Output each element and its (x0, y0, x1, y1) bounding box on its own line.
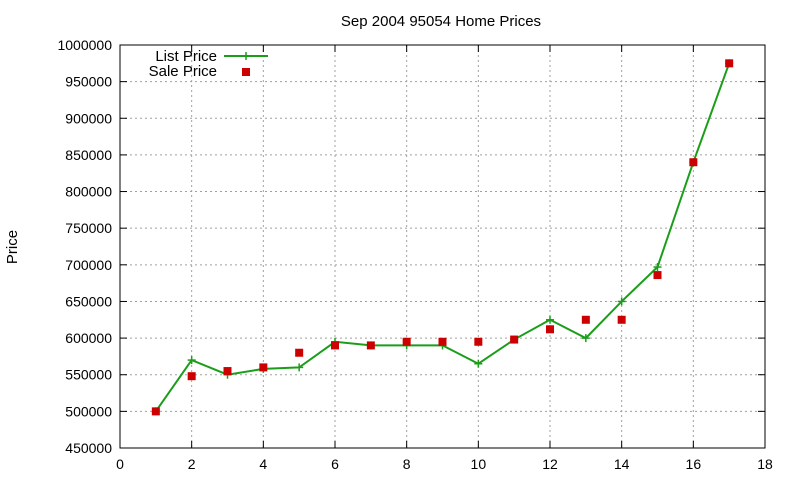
y-tick-label: 800000 (65, 184, 112, 200)
y-axis-label: Price (4, 230, 21, 264)
x-tick-label: 16 (686, 456, 702, 472)
x-tick-label: 0 (116, 456, 124, 472)
y-tick-label: 500000 (65, 403, 112, 419)
x-tick-label: 6 (331, 456, 339, 472)
y-tick-label: 700000 (65, 257, 112, 273)
list-price-point (546, 315, 554, 324)
sale-price-point (474, 337, 483, 346)
sale-price-point (653, 271, 662, 280)
sale-price-point (725, 59, 734, 68)
y-tick-label: 650000 (65, 293, 112, 309)
grid-lines (120, 45, 765, 448)
y-tick-label: 950000 (65, 74, 112, 90)
x-tick-label: 10 (471, 456, 487, 472)
sale-price-point (402, 337, 411, 346)
list-price-point (617, 297, 626, 306)
sale-price-point (295, 348, 304, 357)
y-tick-label: 550000 (65, 367, 112, 383)
list-price-point (653, 263, 662, 272)
x-tick-label: 18 (757, 456, 773, 472)
legend-label-sale-price: Sale Price (149, 63, 217, 80)
list-price-point (295, 363, 304, 372)
sale-price-point (187, 372, 196, 381)
sale-price-point (331, 341, 339, 350)
x-tick-label: 8 (403, 456, 411, 472)
sale-price-point (366, 341, 375, 350)
sale-price-point (259, 363, 268, 372)
y-tick-label: 900000 (65, 110, 112, 126)
list-price-point (187, 356, 196, 365)
axis-ticks: 450000 500000 550000 600000 650000 700000 7500… (57, 37, 773, 472)
sale-price-point (223, 367, 232, 376)
y-tick-label: 1000000 (57, 37, 112, 53)
list-price-point (581, 334, 590, 343)
y-tick-label: 600000 (65, 330, 112, 346)
sale-price-point (546, 325, 554, 334)
list-price-point (474, 359, 483, 368)
legend-swatch-sale-price (242, 68, 250, 76)
sale-price-point (438, 337, 447, 346)
legend-label-list-price: List Price (155, 48, 217, 65)
sale-price-point (510, 335, 519, 344)
x-tick-label: 2 (188, 456, 196, 472)
sale-price-point (581, 315, 590, 324)
y-tick-label: 750000 (65, 220, 112, 236)
x-tick-label: 14 (614, 456, 630, 472)
sale-price-point (689, 158, 698, 167)
sale-price-point (617, 315, 626, 324)
sale-price-point (151, 407, 160, 416)
chart-title: Sep 2004 95054 Home Prices (341, 13, 541, 30)
x-tick-label: 4 (259, 456, 267, 472)
plot-frame (119, 44, 766, 449)
series-layer (151, 59, 734, 416)
y-tick-label: 850000 (65, 147, 112, 163)
x-tick-label: 12 (542, 456, 558, 472)
y-tick-label: 450000 (65, 440, 112, 456)
list-price-line (155, 62, 731, 412)
